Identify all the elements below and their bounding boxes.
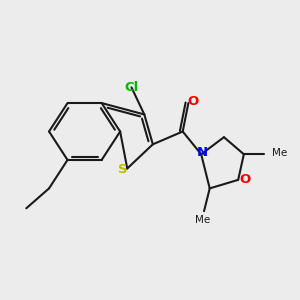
Text: Cl: Cl [124,81,139,94]
Text: O: O [240,173,251,186]
Text: O: O [187,95,198,108]
Text: Me: Me [272,148,287,158]
Text: S: S [118,164,128,176]
Text: Me: Me [195,215,210,225]
Text: N: N [197,146,208,159]
